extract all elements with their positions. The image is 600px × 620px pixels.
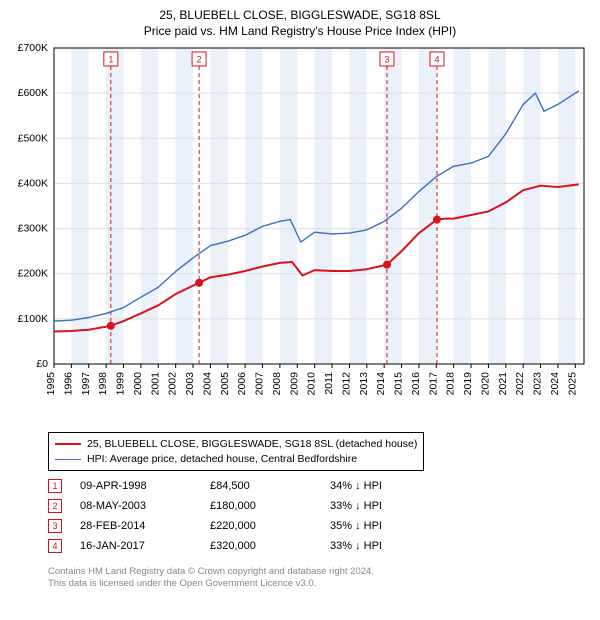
event-delta: 33% ↓ HPI bbox=[330, 500, 420, 512]
svg-text:£200K: £200K bbox=[18, 268, 48, 280]
footer-attribution: Contains HM Land Registry data © Crown c… bbox=[48, 566, 374, 591]
event-date: 08-MAY-2003 bbox=[80, 500, 210, 512]
events-table: 1 09-APR-1998£84,50034% ↓ HPI 2 08-MAY-2003… bbox=[48, 476, 420, 556]
event-delta: 34% ↓ HPI bbox=[330, 480, 420, 492]
svg-text:2014: 2014 bbox=[375, 372, 387, 396]
event-date: 28-FEB-2014 bbox=[80, 520, 210, 532]
svg-text:£100K: £100K bbox=[18, 313, 48, 325]
svg-text:2016: 2016 bbox=[410, 372, 422, 396]
svg-text:2: 2 bbox=[197, 55, 202, 65]
svg-text:1995: 1995 bbox=[45, 372, 57, 396]
legend-label: HPI: Average price, detached house, Cent… bbox=[87, 452, 357, 467]
svg-text:1999: 1999 bbox=[115, 372, 127, 396]
svg-text:2008: 2008 bbox=[271, 372, 283, 396]
svg-text:2003: 2003 bbox=[184, 372, 196, 396]
svg-text:2006: 2006 bbox=[236, 372, 248, 396]
legend-box: 25, BLUEBELL CLOSE, BIGGLESWADE, SG18 8S… bbox=[48, 432, 424, 471]
svg-text:£500K: £500K bbox=[18, 132, 48, 144]
svg-text:£700K: £700K bbox=[18, 44, 48, 54]
svg-text:2025: 2025 bbox=[566, 372, 578, 396]
svg-text:2018: 2018 bbox=[445, 372, 457, 396]
svg-text:£300K: £300K bbox=[18, 223, 48, 235]
svg-text:2002: 2002 bbox=[167, 372, 179, 396]
svg-text:2011: 2011 bbox=[323, 372, 335, 395]
event-row: 3 28-FEB-2014£220,00035% ↓ HPI bbox=[48, 516, 420, 536]
address-title: 25, BLUEBELL CLOSE, BIGGLESWADE, SG18 8S… bbox=[12, 8, 588, 22]
svg-text:2017: 2017 bbox=[427, 372, 439, 396]
svg-text:2000: 2000 bbox=[132, 372, 144, 396]
chart-container: 25, BLUEBELL CLOSE, BIGGLESWADE, SG18 8S… bbox=[0, 0, 600, 428]
svg-text:1: 1 bbox=[108, 55, 113, 65]
svg-text:2022: 2022 bbox=[514, 372, 526, 396]
svg-text:2023: 2023 bbox=[532, 372, 544, 396]
svg-text:2019: 2019 bbox=[462, 372, 474, 396]
legend-label: 25, BLUEBELL CLOSE, BIGGLESWADE, SG18 8S… bbox=[87, 437, 417, 452]
event-row: 1 09-APR-1998£84,50034% ↓ HPI bbox=[48, 476, 420, 496]
svg-text:3: 3 bbox=[384, 55, 389, 65]
footer-line-2: This data is licensed under the Open Gov… bbox=[48, 578, 374, 590]
svg-text:2007: 2007 bbox=[254, 372, 266, 396]
svg-text:2009: 2009 bbox=[288, 372, 300, 396]
event-marker: 1 bbox=[48, 479, 62, 493]
event-price: £84,500 bbox=[210, 480, 330, 492]
event-marker: 4 bbox=[48, 539, 62, 553]
svg-text:4: 4 bbox=[434, 55, 439, 65]
svg-text:2013: 2013 bbox=[358, 372, 370, 396]
line-chart-svg: £0 £100K £200K £300K £400K £500K £600K £700K 199… bbox=[12, 44, 588, 424]
svg-text:2012: 2012 bbox=[340, 372, 352, 396]
title-block: 25, BLUEBELL CLOSE, BIGGLESWADE, SG18 8S… bbox=[12, 8, 588, 38]
event-marker: 3 bbox=[48, 519, 62, 533]
svg-text:2015: 2015 bbox=[393, 372, 405, 396]
svg-text:2004: 2004 bbox=[201, 372, 213, 396]
event-row: 4 16-JAN-2017£320,00033% ↓ HPI bbox=[48, 536, 420, 556]
event-row: 2 08-MAY-2003£180,00033% ↓ HPI bbox=[48, 496, 420, 516]
event-marker: 2 bbox=[48, 499, 62, 513]
svg-text:£0: £0 bbox=[36, 358, 48, 370]
chart-subtitle: Price paid vs. HM Land Registry's House … bbox=[12, 24, 588, 38]
event-date: 09-APR-1998 bbox=[80, 480, 210, 492]
footer-line-1: Contains HM Land Registry data © Crown c… bbox=[48, 566, 374, 578]
event-price: £180,000 bbox=[210, 500, 330, 512]
svg-text:£400K: £400K bbox=[18, 177, 48, 189]
svg-text:2010: 2010 bbox=[306, 372, 318, 396]
legend-swatch bbox=[55, 459, 81, 460]
chart-area: £0 £100K £200K £300K £400K £500K £600K £700K 199… bbox=[12, 44, 588, 424]
svg-text:1997: 1997 bbox=[80, 372, 92, 396]
svg-text:2020: 2020 bbox=[479, 372, 491, 396]
svg-text:2021: 2021 bbox=[497, 372, 509, 396]
svg-text:2005: 2005 bbox=[219, 372, 231, 396]
legend-row: HPI: Average price, detached house, Cent… bbox=[55, 452, 417, 467]
event-date: 16-JAN-2017 bbox=[80, 540, 210, 552]
event-price: £220,000 bbox=[210, 520, 330, 532]
svg-text:£600K: £600K bbox=[18, 87, 48, 99]
legend-swatch bbox=[55, 443, 81, 445]
svg-text:2001: 2001 bbox=[149, 372, 161, 396]
event-delta: 33% ↓ HPI bbox=[330, 540, 420, 552]
event-price: £320,000 bbox=[210, 540, 330, 552]
legend-row: 25, BLUEBELL CLOSE, BIGGLESWADE, SG18 8S… bbox=[55, 437, 417, 452]
event-delta: 35% ↓ HPI bbox=[330, 520, 420, 532]
svg-text:1998: 1998 bbox=[97, 372, 109, 396]
svg-text:1996: 1996 bbox=[62, 372, 74, 396]
svg-text:2024: 2024 bbox=[549, 372, 561, 396]
